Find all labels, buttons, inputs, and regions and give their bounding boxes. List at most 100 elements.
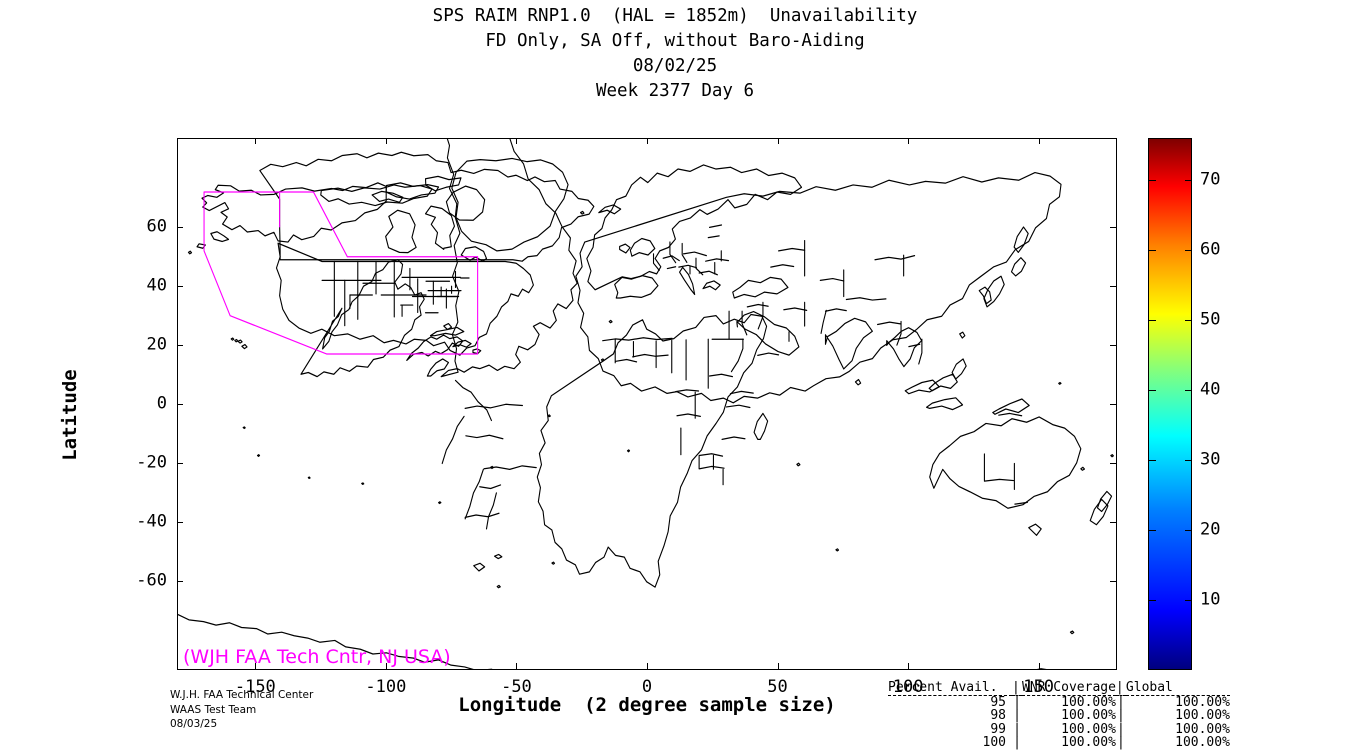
island-dot-10 [1110, 454, 1114, 458]
y-tick-left [177, 404, 183, 405]
colorbar-tick-label: 70 [1200, 169, 1221, 190]
colorbar-tick-right [1185, 460, 1192, 461]
credit-line-3: 08/03/25 [170, 718, 218, 730]
eu-border-5 [682, 251, 707, 257]
baffin-west [371, 190, 404, 203]
cell-percent-avail: 100 [982, 735, 1006, 750]
hawaii-kauai [230, 337, 235, 341]
y-tick-right [1110, 285, 1116, 287]
as-border-16 [783, 307, 808, 311]
sumatra-outline [904, 379, 940, 395]
hudson-bay-west [385, 209, 417, 254]
map-plot-area [177, 138, 1117, 670]
x-axis-title: Longitude (2 degree sample size) [458, 694, 836, 716]
wnr-coverage-polygon [203, 191, 479, 355]
eu-border-7 [705, 258, 730, 262]
as-border-21 [757, 352, 780, 357]
af-border-12 [730, 338, 744, 373]
cell-global-coverage: 100.00% [1175, 708, 1230, 723]
antarctica-outline [178, 613, 1047, 669]
x-tick-top [516, 138, 518, 144]
page-title: SPS RAIM RNP1.0 (HAL = 1852m) Unavailabi… [0, 4, 1350, 104]
africa-outline [536, 313, 768, 588]
island-dot-14 [496, 584, 501, 589]
australia-outline [929, 416, 1082, 509]
island-dot-2 [580, 210, 585, 215]
sakhalin-outline [1013, 226, 1029, 253]
stats-table-head: Percent Avail. | WNR Coverage | Global [888, 681, 1230, 696]
eu-border-13 [678, 264, 698, 269]
as-border-12 [896, 320, 902, 346]
y-tick-left [177, 344, 183, 346]
af-border-23 [676, 413, 701, 417]
colorbar-tick-left [1149, 320, 1156, 321]
iberia [614, 275, 659, 299]
island-dot-1 [187, 250, 193, 255]
colorbar-tick-right [1185, 600, 1192, 601]
taiwan-outline [959, 331, 966, 339]
canada-mainland [259, 151, 595, 262]
colorbar-tick-label: 10 [1200, 589, 1221, 610]
y-tick-left [177, 581, 183, 583]
x-tick-top [908, 138, 910, 144]
colorbar-tick-label: 20 [1200, 519, 1221, 540]
island-dot-6 [490, 465, 494, 470]
uk-outline [629, 237, 656, 257]
island-dot-12 [256, 454, 261, 458]
x-tick-top [777, 138, 779, 144]
sa-border-3 [441, 415, 465, 465]
arabia-outline [736, 310, 800, 356]
cell-separator: | [1117, 694, 1125, 710]
japan-outline [983, 275, 1005, 308]
baffin-island [445, 185, 486, 221]
island-dot-19 [242, 426, 246, 430]
panama [426, 358, 450, 377]
cell-separator: | [1117, 721, 1125, 737]
newfoundland [460, 246, 488, 262]
puerto-rico [472, 348, 482, 355]
island-dot-17 [835, 548, 840, 552]
y-tick-label: 0 [156, 393, 167, 414]
as-border-3 [770, 264, 795, 268]
x-tick-top [1038, 138, 1040, 144]
eu-border-14 [666, 266, 677, 270]
af-border-14 [729, 390, 754, 395]
colorbar-tick-left [1149, 530, 1156, 531]
y-tick-label: -20 [136, 452, 167, 473]
eu-border-11 [707, 235, 720, 239]
colorbar-tick-left [1149, 600, 1156, 601]
island-dot-8 [1069, 630, 1075, 635]
eu-border-3 [669, 241, 677, 264]
hudson-bay-east [424, 205, 455, 251]
x-tick-top [385, 138, 387, 144]
title-line-4: Week 2377 Day 6 [595, 81, 755, 101]
colorbar-tick-right [1185, 320, 1192, 321]
new-zealand-north [1096, 490, 1113, 513]
y-tick-left [177, 463, 183, 465]
bahamas [443, 322, 453, 331]
y-tick-right [1110, 344, 1116, 346]
greece-outline [702, 280, 721, 291]
java-outline [926, 397, 964, 411]
y-tick-right [1110, 226, 1116, 228]
y-tick-label: -60 [136, 570, 167, 591]
x-tick-bottom [647, 663, 648, 669]
credit-block: W.J.H. FAA Technical Center WAAS Test Te… [170, 688, 313, 732]
island-dot-20 [307, 476, 311, 480]
island-dot-4 [608, 319, 613, 324]
world-map-svg [178, 139, 1114, 669]
as-border-6 [874, 254, 916, 261]
as-border-19 [741, 310, 748, 336]
y-tick-label: 60 [146, 216, 167, 237]
cell-separator: | [1013, 708, 1021, 723]
ireland-outline [619, 243, 631, 254]
af-border-13 [708, 373, 734, 378]
table-row: 95 | 100.00% | 100.00% [888, 695, 1230, 709]
colorbar-tick-left [1149, 250, 1156, 251]
af-border-18 [699, 465, 725, 470]
as-border-13 [918, 338, 923, 365]
canada-arctic-islands [320, 184, 433, 207]
india-outline [824, 317, 873, 370]
cell-global-coverage: 100.00% [1175, 694, 1230, 710]
af-border-16 [721, 436, 746, 440]
